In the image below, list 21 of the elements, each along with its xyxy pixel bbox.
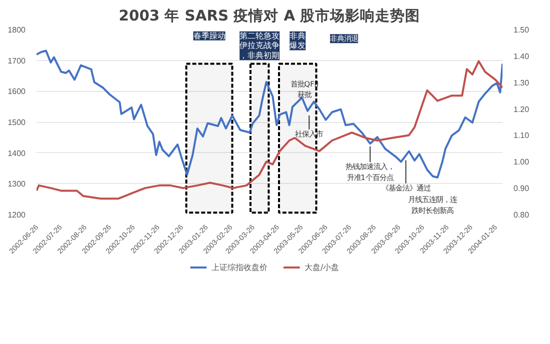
y2-tick-label: 1.30 xyxy=(514,78,530,88)
band-label: 春季躁动 xyxy=(193,31,226,40)
legend-label: 上证综指收盘价 xyxy=(211,263,268,272)
y-tick-label: 1300 xyxy=(8,180,26,189)
y2-tick-label: 1.20 xyxy=(514,104,530,114)
y2-tick-label: 1.00 xyxy=(514,158,530,167)
y-tick-label: 1200 xyxy=(8,210,26,220)
y-tick-label: 1600 xyxy=(8,87,26,96)
y2-tick-label: 0.90 xyxy=(514,184,530,194)
legend-label: 大盘/小盘 xyxy=(304,263,340,272)
band-label: 第二轮急攻伊拉克战争，非典初期 xyxy=(240,31,280,60)
y2-tick-label: 0.80 xyxy=(514,210,530,220)
y-tick-label: 1500 xyxy=(8,118,26,127)
band-label: 非典爆发 xyxy=(290,31,306,50)
chart-title: 2003 年 SARS 疫情对 A 股市场影响走势图 xyxy=(118,6,420,24)
y-tick-label: 1700 xyxy=(8,56,26,66)
y2-tick-label: 1.40 xyxy=(514,52,530,61)
y-tick-label: 1800 xyxy=(8,26,26,34)
y2-tick-label: 1.10 xyxy=(514,131,530,140)
y2-tick-label: 1.50 xyxy=(514,26,530,34)
y-tick-label: 1400 xyxy=(8,148,26,158)
